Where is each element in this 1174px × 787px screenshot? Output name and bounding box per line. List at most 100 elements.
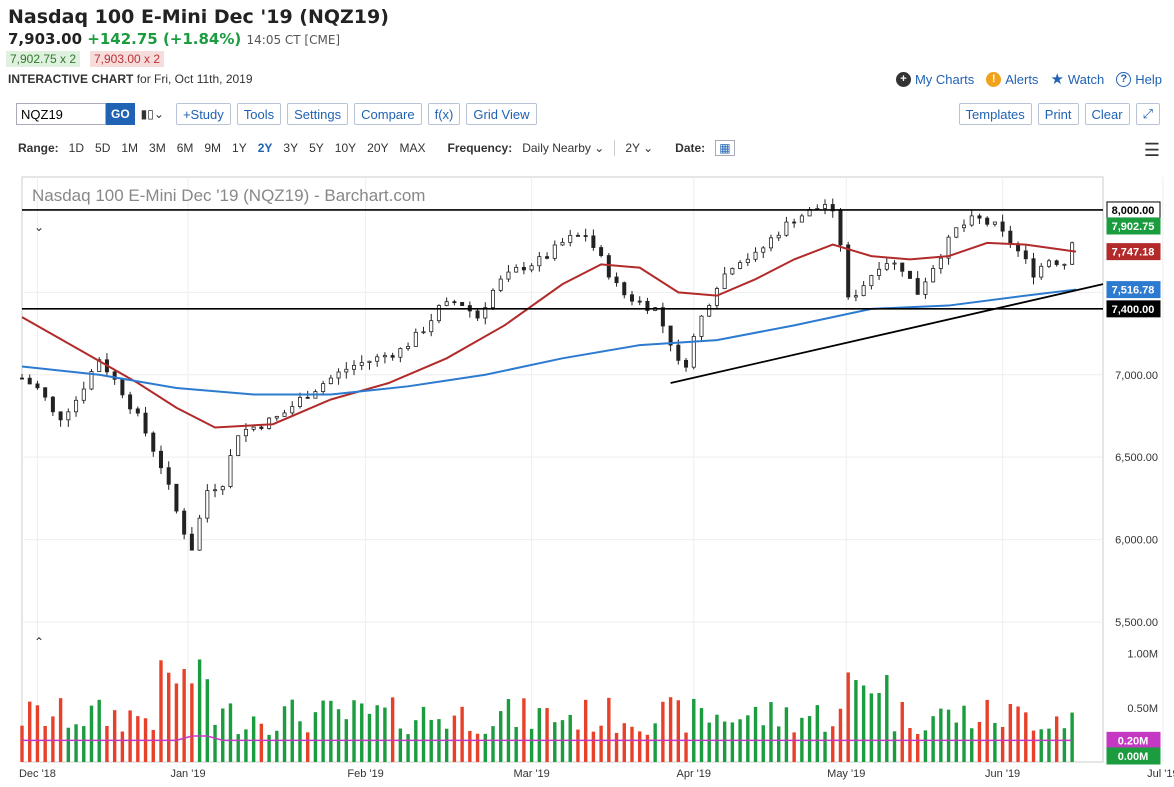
range-option-10y[interactable]: 10Y	[334, 141, 357, 155]
last-value-label-bg	[1106, 217, 1161, 235]
volume-bar	[259, 723, 264, 762]
candle-body	[305, 396, 310, 399]
candle-body	[297, 396, 302, 407]
y-tick-label: 5,500.00	[1115, 617, 1158, 629]
candle-body	[714, 288, 719, 306]
candle-type-icon[interactable]: ▮▯⌄	[140, 107, 164, 121]
volume-bar	[352, 700, 356, 762]
settings-button[interactable]: Settings	[287, 103, 349, 125]
range-option-max[interactable]: MAX	[399, 141, 426, 155]
expand-icon[interactable]: ⤢	[1135, 103, 1160, 125]
volume-bar	[197, 659, 202, 762]
candle-body	[97, 359, 102, 372]
y-tick-label: 6,500.00	[1115, 452, 1158, 464]
candle-body	[846, 244, 851, 298]
candle-body	[290, 406, 295, 414]
last-value-label: 7,902.75	[1112, 221, 1155, 233]
volume-bar	[954, 722, 958, 762]
symbol-input[interactable]	[16, 103, 106, 125]
period-select[interactable]: 2Y ⌄	[625, 141, 654, 155]
volume-bar	[522, 698, 526, 762]
help-link[interactable]: ? Help	[1116, 71, 1162, 87]
candle-body	[707, 305, 712, 317]
candle-body	[992, 221, 997, 225]
candle-body	[89, 371, 94, 390]
watch-link[interactable]: ★ Watch	[1050, 71, 1105, 88]
range-option-5y[interactable]: 5Y	[309, 141, 324, 155]
candle-body	[58, 411, 63, 421]
volume-bar	[607, 697, 611, 762]
volume-bar	[715, 714, 719, 762]
bid-badge: 7,902.75 x 2	[6, 51, 81, 67]
volume-bar	[213, 724, 217, 762]
volume-bar	[545, 708, 549, 762]
candle-body	[537, 256, 542, 267]
volume-bar	[1047, 728, 1051, 762]
volume-bar	[136, 716, 140, 762]
fx-button[interactable]: f(x)	[427, 103, 461, 125]
range-option-6m[interactable]: 6M	[176, 141, 194, 155]
range-option-3y[interactable]: 3Y	[283, 141, 299, 155]
print-button[interactable]: Print	[1037, 103, 1079, 125]
range-option-9m[interactable]: 9M	[204, 141, 222, 155]
candle-body	[514, 267, 519, 273]
volume-average-line	[22, 735, 1073, 742]
candle-body	[74, 399, 79, 413]
frequency-select[interactable]: Daily Nearby ⌄	[522, 141, 605, 155]
templates-button[interactable]: Templates	[958, 103, 1032, 125]
volume-bar	[66, 727, 71, 762]
volume-bar	[939, 708, 943, 762]
candle-body	[861, 285, 866, 297]
candle-body	[869, 275, 874, 287]
candle-body	[444, 301, 449, 306]
volume-bar	[313, 712, 318, 762]
x-tick-label: Jan '19	[170, 768, 205, 780]
range-option-20y[interactable]: 20Y	[367, 141, 389, 155]
volume-bar	[645, 734, 650, 762]
my-charts-link[interactable]: + My Charts	[895, 71, 974, 87]
candle-body	[529, 265, 534, 271]
volume-last-label-bg	[1106, 747, 1161, 765]
range-option-5d[interactable]: 5D	[95, 141, 111, 155]
grid-view-button[interactable]: Grid View	[466, 103, 537, 125]
candle-body	[143, 412, 148, 434]
volume-bar	[383, 707, 387, 762]
volume-bar	[877, 693, 881, 762]
volume-bar	[97, 699, 101, 762]
volume-bar	[20, 725, 24, 762]
range-option-1y[interactable]: 1Y	[232, 141, 247, 155]
range-label: Range:	[18, 141, 59, 155]
volume-bar	[43, 726, 47, 762]
range-option-2y[interactable]: 2Y	[257, 141, 273, 155]
volume-bar	[58, 698, 63, 762]
range-option-1d[interactable]: 1D	[68, 141, 85, 155]
volume-bar	[838, 708, 843, 762]
menu-icon[interactable]: ☰	[1143, 140, 1160, 160]
candle-body	[413, 331, 418, 347]
go-button[interactable]: GO	[106, 103, 135, 125]
calendar-icon[interactable]: ▦	[715, 140, 735, 156]
volume-bar	[1062, 728, 1067, 762]
clear-button[interactable]: Clear	[1084, 103, 1130, 125]
volume-bar	[583, 699, 588, 762]
candle-body	[799, 215, 804, 223]
alerts-link[interactable]: ! Alerts	[986, 71, 1038, 87]
star-icon: ★	[1050, 71, 1064, 88]
volume-bar	[777, 726, 781, 762]
compare-button[interactable]: Compare	[354, 103, 422, 125]
range-option-1m[interactable]: 1M	[121, 141, 139, 155]
candle-body	[112, 371, 117, 380]
candle-body	[776, 234, 781, 239]
study-button[interactable]: +Study	[175, 103, 231, 125]
ma200-line	[21, 288, 1077, 396]
range-option-3m[interactable]: 3M	[149, 141, 166, 155]
candle-body	[321, 383, 326, 393]
volume-bar	[221, 708, 225, 762]
x-tick-label: Apr '19	[677, 768, 712, 780]
volume-bar	[792, 732, 796, 762]
candle-body	[228, 455, 233, 488]
volume-bar	[483, 733, 487, 762]
tools-button[interactable]: Tools	[236, 103, 282, 125]
candle-body	[274, 416, 279, 419]
